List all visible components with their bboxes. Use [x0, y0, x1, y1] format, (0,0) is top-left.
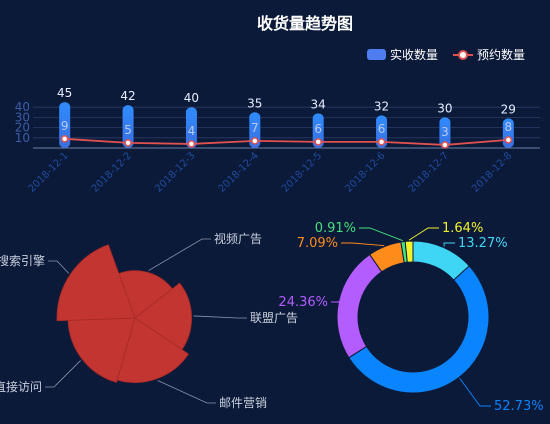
chart-title: 收货量趋势图 — [257, 14, 353, 33]
x-tick-label: 2018-12-2 — [90, 150, 134, 194]
bar-value-label: 40 — [184, 91, 199, 105]
donut-label: 13.27% — [458, 236, 508, 251]
bar-value-label: 45 — [57, 86, 72, 100]
rose-label: 联盟广告 — [250, 311, 298, 325]
x-tick-label: 2018-12-7 — [407, 150, 451, 194]
line-point-booked-2018-12-3[interactable] — [188, 141, 194, 147]
x-tick-label: 2018-12-4 — [217, 150, 261, 194]
legend-label-received[interactable]: 实收数量 — [390, 47, 438, 62]
line-point-booked-2018-12-2[interactable] — [125, 140, 131, 146]
line-point-booked-2018-12-4[interactable] — [252, 138, 258, 144]
donut-label: 0.91% — [315, 221, 356, 236]
x-tick-label: 2018-12-1 — [26, 150, 70, 194]
rose-label-line — [149, 239, 211, 271]
bar-value-label: 32 — [374, 99, 389, 113]
rose-label-line — [48, 261, 69, 273]
bar-value-label: 35 — [247, 96, 262, 110]
donut-label-line — [341, 243, 384, 246]
line-value-label: 3 — [441, 125, 449, 139]
line-value-label: 7 — [251, 121, 259, 135]
bar-value-label: 42 — [120, 89, 135, 103]
rose-label-line — [45, 360, 81, 387]
line-point-booked-2018-12-7[interactable] — [442, 142, 448, 148]
line-point-booked-2018-12-8[interactable] — [505, 137, 511, 143]
donut-label: 24.36% — [278, 295, 328, 310]
donut-chart: 13.27% 52.73% 24.36% 7.09%0.91% 1.64% — [278, 221, 543, 414]
rose-label: 邮件营销 — [219, 396, 267, 410]
line-point-booked-2018-12-6[interactable] — [379, 139, 385, 145]
rose-label: 视频广告 — [214, 231, 262, 246]
legend-label-booked[interactable]: 预约数量 — [477, 47, 525, 62]
donut-label: 1.64% — [442, 221, 483, 236]
legend-marker-booked — [459, 51, 467, 59]
donut-label-line — [359, 228, 403, 241]
line-value-label: 4 — [188, 124, 196, 138]
line-value-label: 8 — [504, 120, 512, 134]
donut-slice-24.36%[interactable] — [337, 255, 382, 358]
donut-label-line — [409, 228, 439, 240]
rose-label-line — [158, 381, 216, 403]
line-point-booked-2018-12-5[interactable] — [315, 139, 321, 145]
bar-value-label: 29 — [501, 102, 516, 116]
bar-value-label: 34 — [311, 97, 326, 111]
line-point-booked-2018-12-1[interactable] — [62, 136, 68, 142]
line-value-label: 6 — [378, 122, 386, 136]
x-tick-label: 2018-12-8 — [470, 150, 514, 194]
x-tick-label: 2018-12-3 — [153, 150, 197, 194]
donut-label-line — [444, 243, 455, 247]
donut-label: 52.73% — [494, 399, 544, 414]
donut-label: 7.09% — [297, 236, 338, 251]
rose-label-line — [194, 316, 247, 318]
x-tick-label: 2018-12-6 — [343, 150, 387, 194]
bar-value-label: 30 — [437, 101, 452, 115]
y-tick-label: 40 — [15, 100, 30, 114]
x-tick-label: 2018-12-5 — [280, 150, 324, 194]
rose-label: 直接访问 — [0, 379, 42, 394]
line-value-label: 5 — [124, 123, 132, 137]
donut-slice-52.73%[interactable] — [349, 266, 489, 393]
legend[interactable]: 实收数量 预约数量 — [367, 47, 525, 62]
line-value-label: 6 — [314, 122, 322, 136]
rose-label: 搜索引擎 — [0, 253, 45, 268]
legend-swatch-received — [367, 49, 386, 60]
line-value-label: 9 — [61, 119, 69, 133]
donut-label-line — [460, 378, 491, 406]
